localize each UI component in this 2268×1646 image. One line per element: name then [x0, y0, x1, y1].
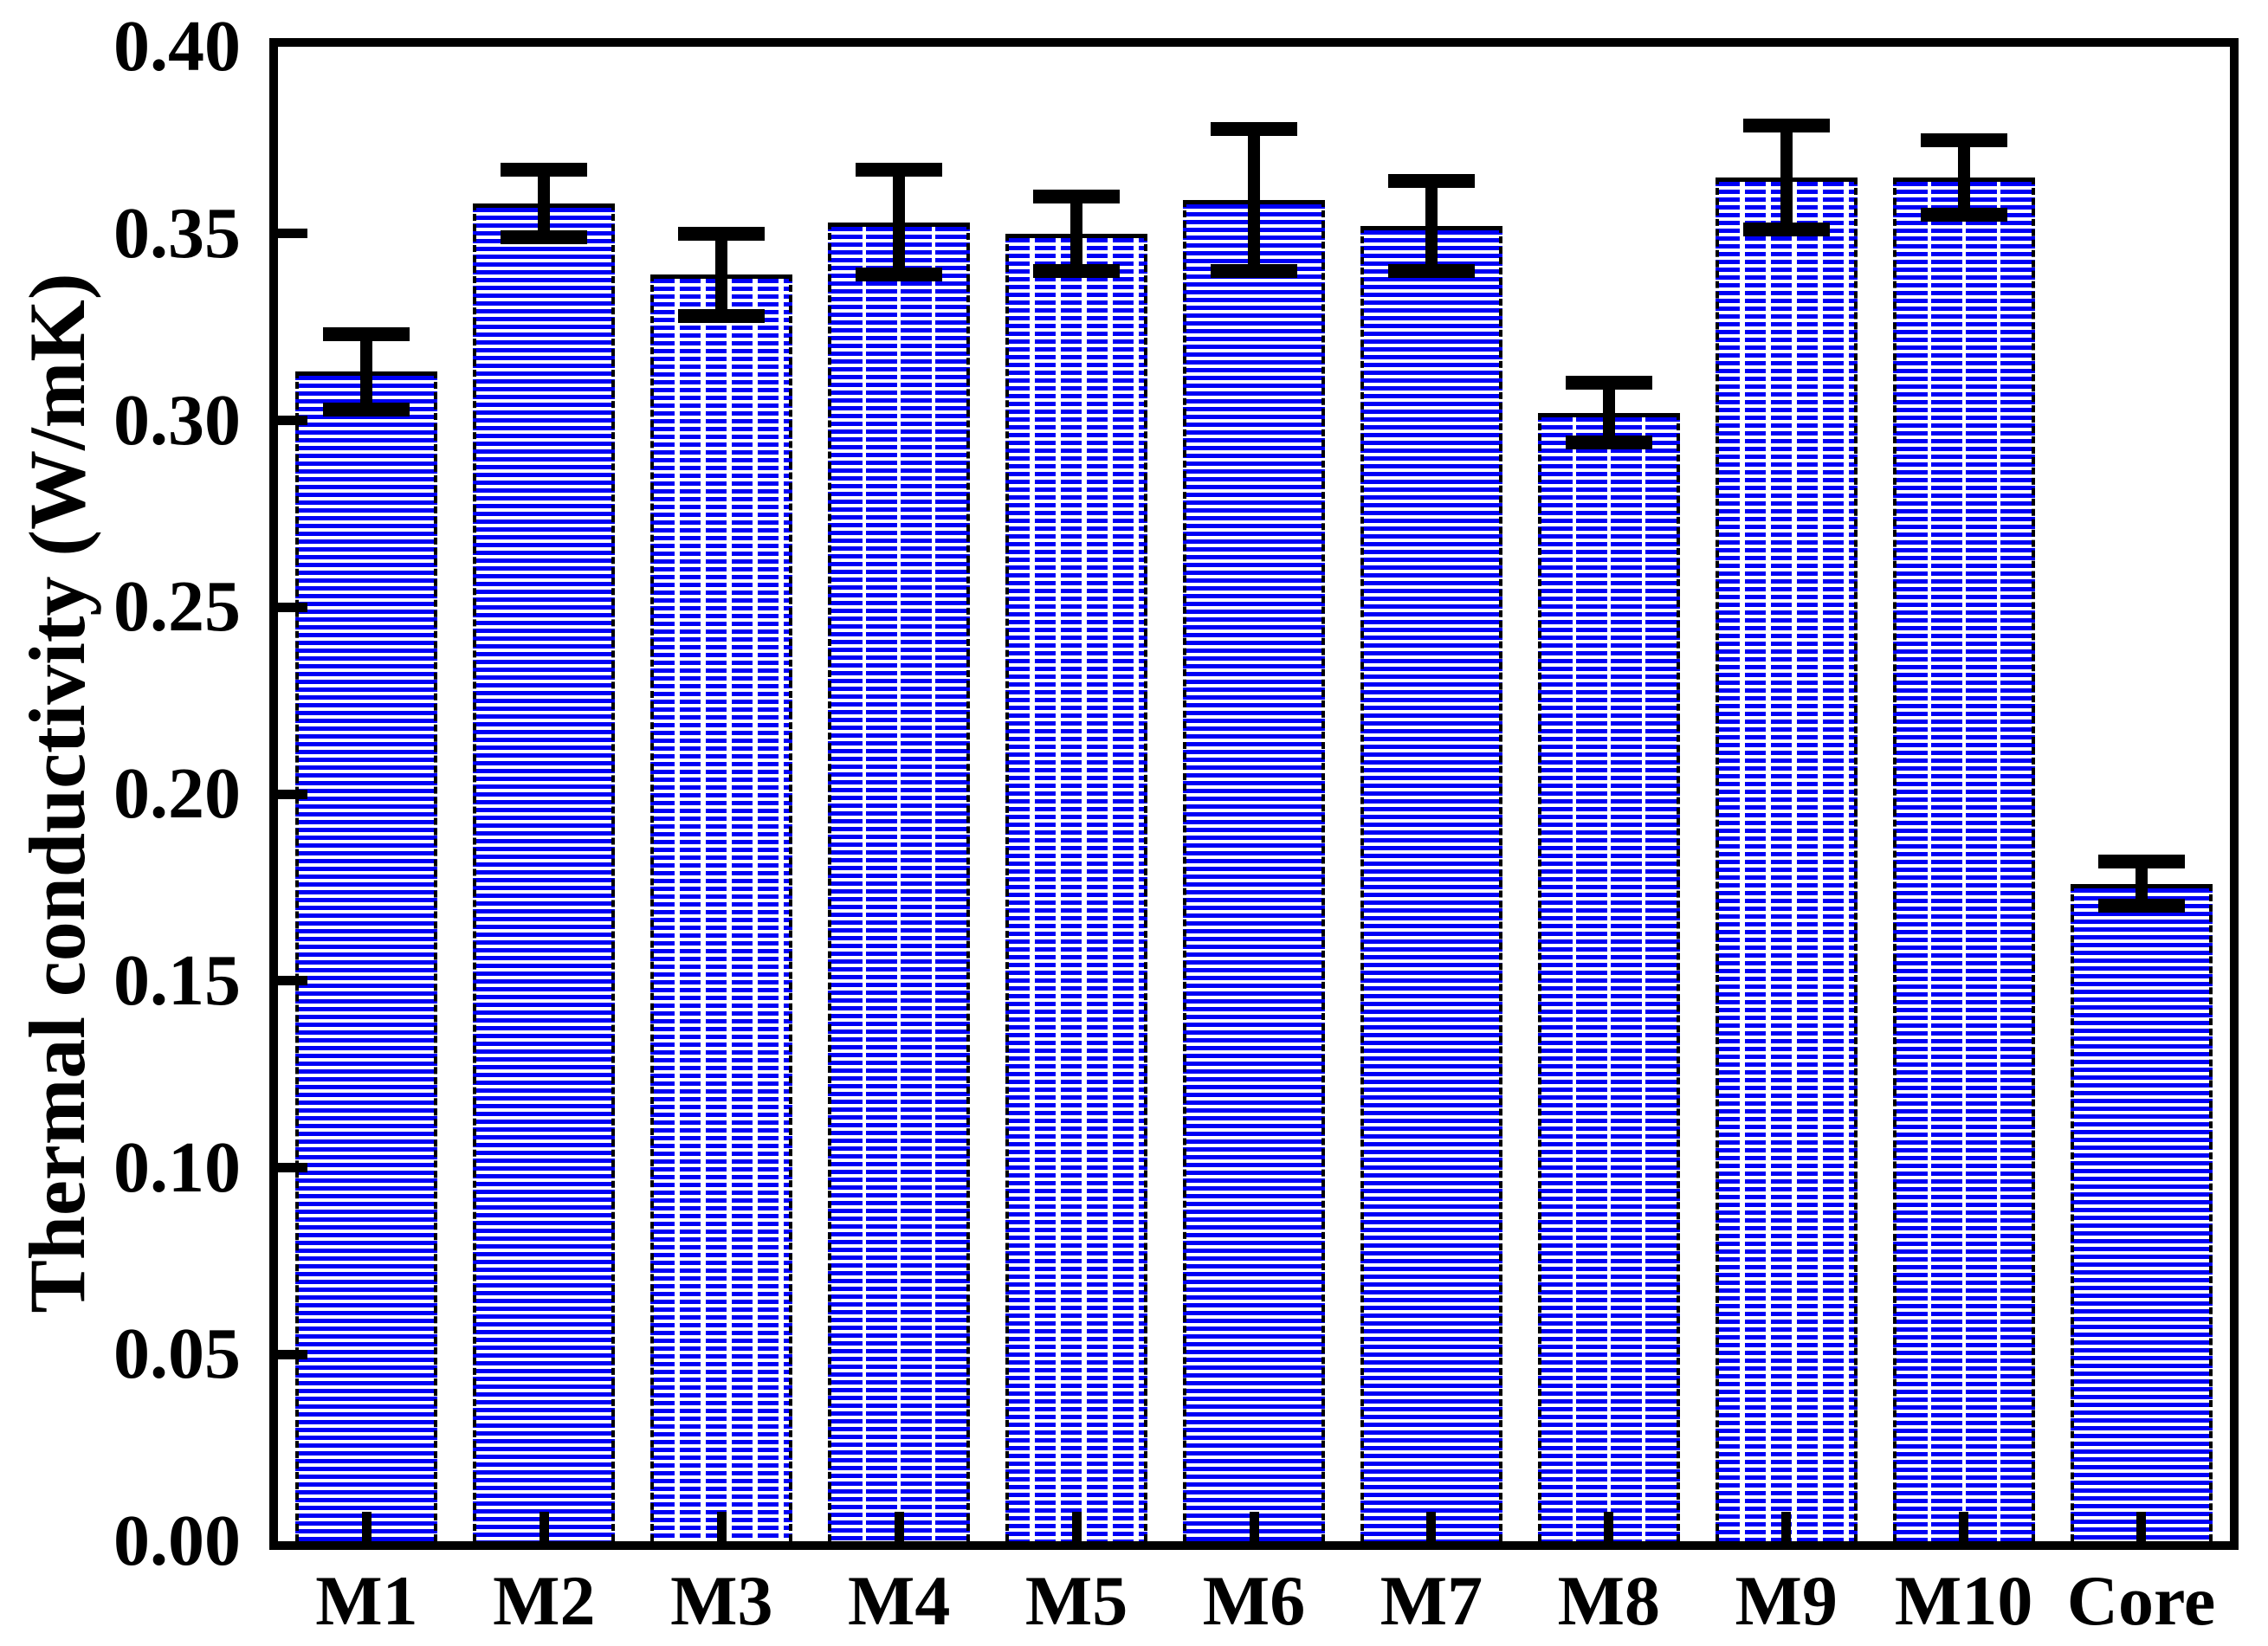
y-tick-label-0.35: 0.35 — [113, 192, 241, 274]
error-bar-stem-M1 — [360, 334, 373, 410]
y-tick-label-0.10: 0.10 — [113, 1126, 241, 1208]
y-tick-label-0.30: 0.30 — [113, 379, 241, 461]
y-tick-0.20 — [278, 789, 307, 799]
error-bar-upper-cap-M9 — [1742, 118, 1830, 132]
y-tick-0.05 — [278, 1349, 307, 1359]
error-bar-upper-cap-Core — [2097, 854, 2185, 868]
x-tick-label-M1: M1 — [315, 1561, 418, 1640]
x-tick-label-M2: M2 — [493, 1561, 596, 1640]
y-tick-label-0.25: 0.25 — [113, 566, 241, 648]
x-tick-label-M3: M3 — [670, 1561, 773, 1640]
x-tick-M5 — [1071, 1512, 1082, 1541]
y-tick-0.25 — [278, 602, 307, 612]
y-tick-label-0.15: 0.15 — [113, 939, 241, 1021]
error-bar-upper-cap-M1 — [323, 327, 410, 342]
error-bar-upper-cap-M3 — [678, 226, 766, 241]
bar-M1 — [295, 371, 438, 1541]
bar-M8 — [1537, 412, 1680, 1541]
error-bar-upper-cap-M4 — [856, 163, 943, 178]
error-bar-stem-M5 — [1070, 196, 1083, 271]
x-tick-label-Core: Core — [2066, 1561, 2216, 1640]
x-tick-M9 — [1781, 1512, 1792, 1541]
error-bar-lower-cap-M4 — [856, 268, 943, 282]
x-tick-M10 — [1959, 1512, 1969, 1541]
x-tick-label-M8: M8 — [1557, 1561, 1661, 1640]
error-bar-lower-cap-M2 — [501, 230, 588, 245]
x-tick-label-M10: M10 — [1894, 1561, 2033, 1640]
bar-M4 — [828, 222, 971, 1541]
error-bar-lower-cap-M5 — [1033, 263, 1121, 278]
x-tick-label-M4: M4 — [847, 1561, 951, 1640]
x-tick-M6 — [1249, 1512, 1259, 1541]
bar-M6 — [1183, 199, 1325, 1541]
x-tick-label-M9: M9 — [1735, 1561, 1838, 1640]
error-bar-upper-cap-M6 — [1211, 121, 1297, 136]
bar-M5 — [1005, 233, 1148, 1541]
error-bar-lower-cap-M6 — [1211, 263, 1297, 278]
bar-M10 — [1892, 178, 2035, 1541]
error-bar-lower-cap-M3 — [678, 308, 766, 323]
error-bar-lower-cap-Core — [2097, 899, 2185, 913]
bar-M3 — [650, 274, 793, 1541]
error-bar-stem-M2 — [538, 170, 551, 238]
x-tick-Core — [2136, 1512, 2147, 1541]
y-tick-0.35 — [278, 229, 307, 239]
error-bar-stem-M8 — [1602, 383, 1615, 443]
error-bar-stem-M3 — [715, 233, 728, 316]
error-bar-lower-cap-M9 — [1742, 223, 1830, 237]
error-bar-stem-M6 — [1248, 128, 1260, 271]
error-bar-upper-cap-M5 — [1033, 189, 1121, 203]
error-bar-stem-Core — [2135, 861, 2148, 907]
error-bar-upper-cap-M7 — [1387, 174, 1475, 189]
error-bar-stem-M9 — [1780, 125, 1793, 230]
y-tick-label-0.20: 0.20 — [113, 753, 241, 834]
error-bar-stem-M4 — [893, 170, 906, 275]
error-bar-stem-M10 — [1957, 139, 1970, 216]
y-tick-label-0.05: 0.05 — [113, 1314, 241, 1395]
error-bar-lower-cap-M7 — [1387, 263, 1475, 278]
x-tick-M4 — [894, 1512, 904, 1541]
error-bar-upper-cap-M10 — [1920, 132, 2007, 147]
bar-M2 — [473, 203, 616, 1541]
x-tick-M8 — [1604, 1512, 1614, 1541]
y-tick-0.30 — [278, 416, 307, 425]
x-tick-M3 — [716, 1512, 727, 1541]
x-tick-M7 — [1426, 1512, 1437, 1541]
error-bar-upper-cap-M2 — [501, 163, 588, 178]
x-tick-M1 — [361, 1512, 372, 1541]
error-bar-lower-cap-M1 — [323, 402, 410, 416]
error-bar-upper-cap-M8 — [1565, 376, 1652, 391]
x-tick-M2 — [539, 1512, 549, 1541]
x-tick-label-M6: M6 — [1202, 1561, 1306, 1640]
error-bar-lower-cap-M10 — [1920, 208, 2007, 223]
y-tick-0.15 — [278, 976, 307, 986]
y-tick-0.10 — [278, 1163, 307, 1172]
bar-M9 — [1715, 178, 1858, 1541]
x-tick-label-M5: M5 — [1024, 1561, 1128, 1640]
y-tick-label-0.40: 0.40 — [113, 6, 241, 87]
bar-Core — [2070, 883, 2213, 1541]
x-tick-label-M7: M7 — [1380, 1561, 1483, 1640]
y-tick-label-0.00: 0.00 — [113, 1501, 241, 1581]
bar-M7 — [1360, 226, 1502, 1541]
plot-area — [269, 38, 2239, 1550]
error-bar-stem-M7 — [1425, 181, 1438, 271]
error-bar-lower-cap-M8 — [1565, 436, 1652, 450]
